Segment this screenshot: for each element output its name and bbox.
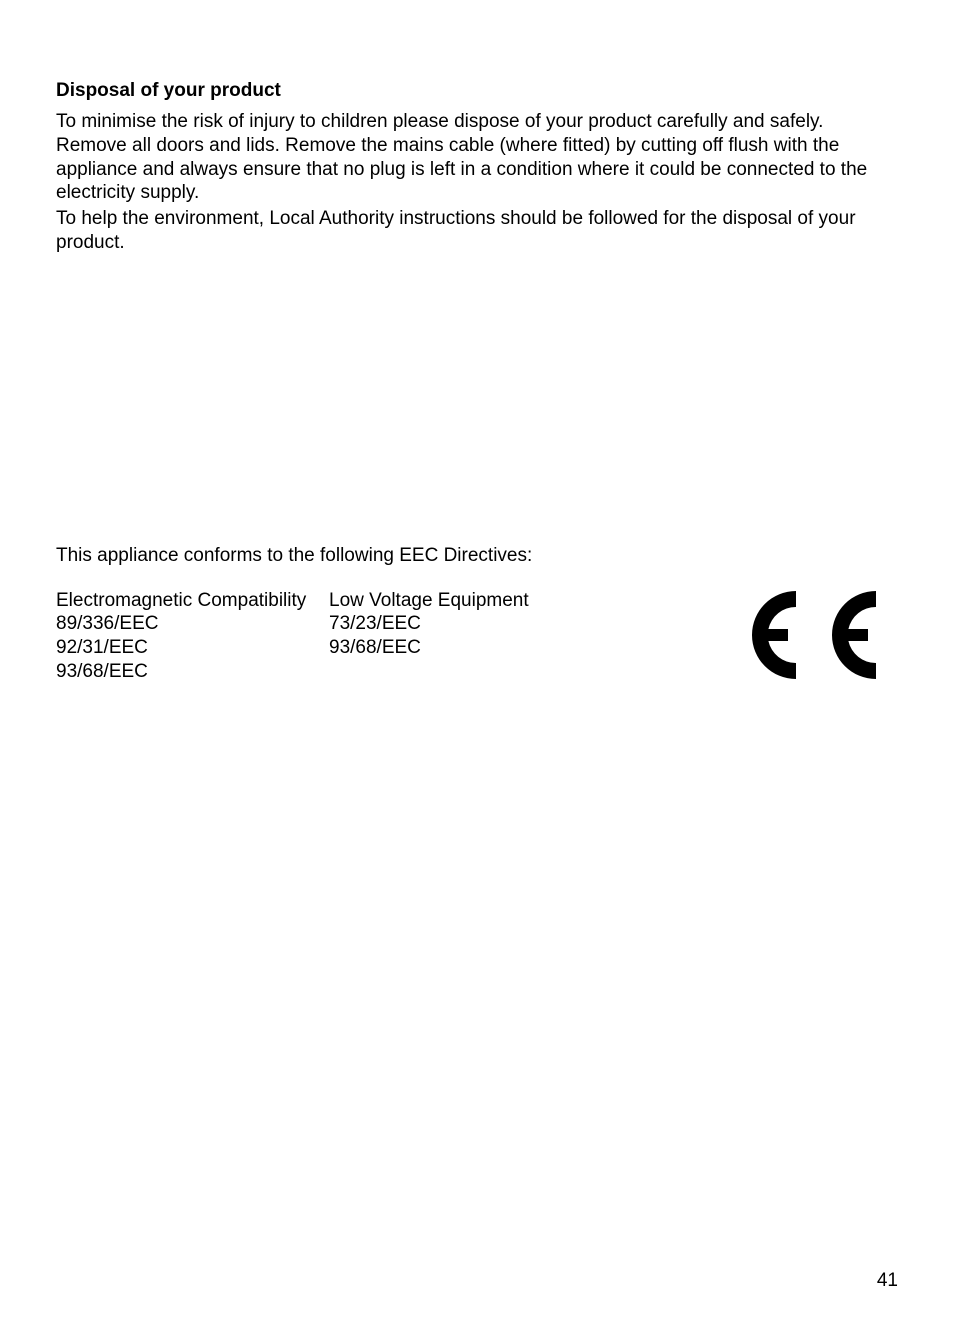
ce-mark-icon <box>740 585 890 690</box>
column-low-voltage: Low Voltage Equipment 73/23/EEC 93/68/EE… <box>329 589 649 660</box>
col1-line3: 93/68/EEC <box>56 660 329 684</box>
paragraph-2: To help the environment, Local Authority… <box>56 207 898 255</box>
column-electromagnetic: Electromagnetic Compatibility 89/336/EEC… <box>56 589 329 684</box>
spacer <box>56 257 898 545</box>
page-number: 41 <box>877 1270 898 1292</box>
col1-line1: 89/336/EEC <box>56 612 329 636</box>
directives-intro: This appliance conforms to the following… <box>56 545 898 567</box>
col2-title: Low Voltage Equipment <box>329 589 649 613</box>
col1-title: Electromagnetic Compatibility <box>56 589 329 613</box>
paragraph-1: To minimise the risk of injury to childr… <box>56 110 898 205</box>
col1-line2: 92/31/EEC <box>56 636 329 660</box>
col2-line2: 93/68/EEC <box>329 636 649 660</box>
directives-columns: Electromagnetic Compatibility 89/336/EEC… <box>56 589 898 690</box>
section-heading: Disposal of your product <box>56 80 898 102</box>
col2-line1: 73/23/EEC <box>329 612 649 636</box>
